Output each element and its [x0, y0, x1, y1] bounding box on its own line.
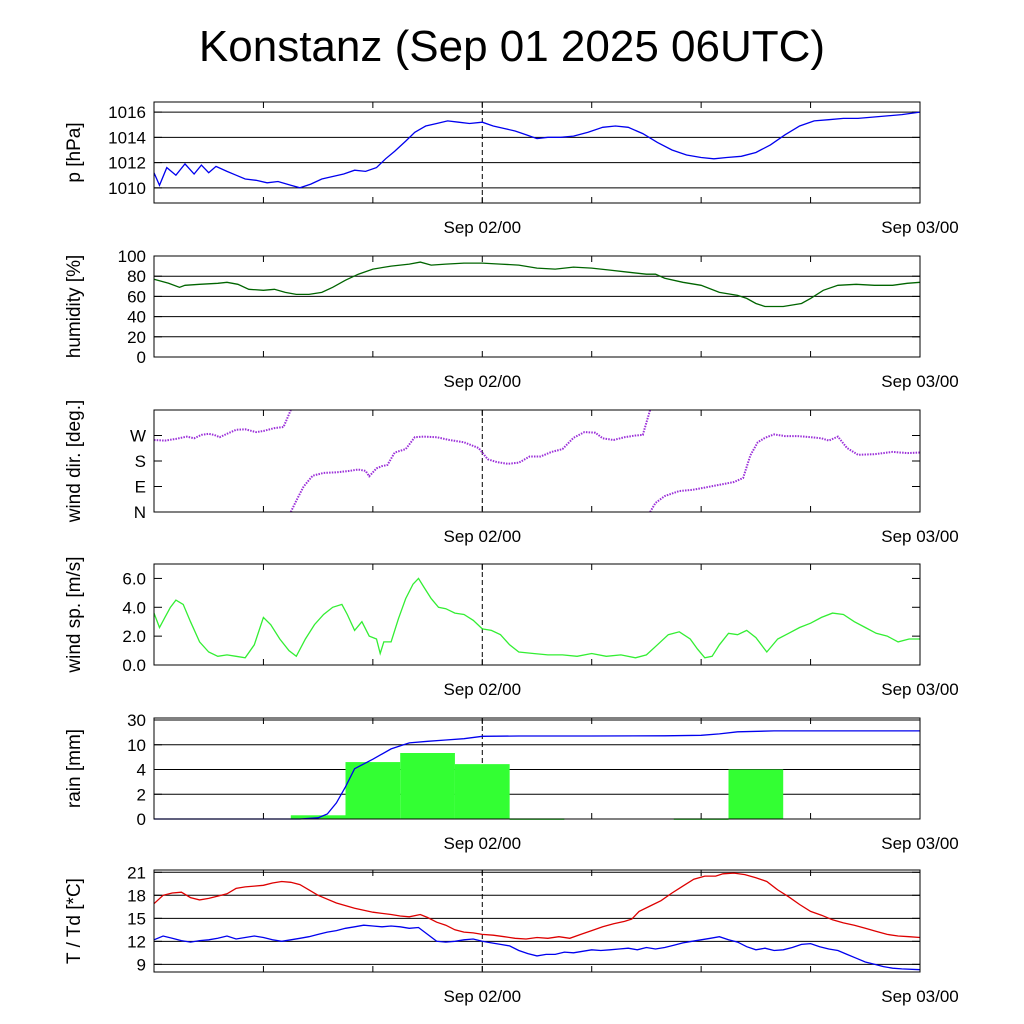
y-tick-label: 4.0	[122, 598, 146, 617]
y-tick-label: S	[135, 452, 146, 471]
y-tick-label: 20	[127, 328, 146, 347]
x-tick-label: Sep 03/00	[881, 834, 959, 853]
y-tick-label: 2	[137, 785, 146, 804]
y-tick-label: 0.0	[122, 656, 146, 675]
y-tick-label: 1014	[108, 128, 146, 147]
y-axis-label: wind sp. [m/s]	[64, 556, 85, 673]
y-tick-label: 15	[127, 909, 146, 928]
plot-frame	[153, 101, 921, 204]
rain-bar	[345, 762, 401, 819]
rain-bar	[400, 753, 455, 819]
y-axis-label: p [hPa]	[64, 122, 85, 182]
x-tick-label: Sep 02/00	[444, 527, 522, 546]
panel-rain: 0 2 4 10 30 rain [mm] Sep 02/00 Sep 03/00	[64, 711, 959, 853]
rain-bar	[454, 764, 510, 819]
series-line-rain-accumulated	[154, 730, 920, 820]
series-line-wind_direction	[649, 433, 921, 513]
y-tick-label: 100	[118, 247, 146, 266]
y-tick-label: 80	[127, 267, 146, 286]
plot-frame	[153, 869, 921, 973]
x-tick-label: Sep 03/00	[881, 218, 959, 237]
x-tick-label: Sep 03/00	[881, 680, 959, 699]
series-line-wind_speed	[153, 577, 920, 659]
x-tick-label: Sep 03/00	[881, 987, 959, 1006]
x-tick-label: Sep 02/00	[444, 834, 522, 853]
y-tick-label: 1016	[108, 103, 146, 122]
y-tick-label: 30	[127, 711, 146, 730]
x-tick-label: Sep 03/00	[881, 372, 959, 391]
y-tick-label: 1010	[108, 179, 146, 198]
y-tick-label: E	[135, 478, 146, 497]
series-line-wind_direction	[153, 409, 292, 442]
y-tick-label: W	[130, 427, 146, 446]
y-axis-label: T / Td [*C]	[64, 878, 85, 964]
y-tick-label: N	[134, 503, 146, 522]
y-tick-label: 2.0	[122, 627, 146, 646]
plot-frame	[153, 255, 921, 358]
panel-pressure: 1010 1012 1014 1016 p [hPa] Sep 02/00 Sep 03/0…	[64, 101, 959, 237]
y-tick-label: 21	[127, 863, 146, 882]
y-tick-label: 12	[127, 932, 146, 951]
x-tick-label: Sep 02/00	[444, 987, 522, 1006]
y-tick-label: 10	[127, 736, 146, 755]
y-axis-label: humidity [%]	[64, 255, 85, 358]
y-tick-label: 18	[127, 886, 146, 905]
y-tick-label: 6.0	[122, 569, 146, 588]
x-tick-label: Sep 02/00	[444, 680, 522, 699]
series-line-pressure	[153, 111, 921, 189]
y-axis-label: rain [mm]	[64, 729, 85, 808]
y-tick-label: 4	[137, 761, 146, 780]
y-tick-label: 0	[137, 348, 146, 367]
chart-title: Konstanz (Sep 01 2025 06UTC)	[198, 22, 826, 71]
series-line-temperature-td	[153, 924, 921, 971]
y-tick-label: 0	[137, 810, 146, 829]
series-line-temperature-t	[153, 872, 921, 940]
y-tick-label: 9	[137, 955, 146, 974]
y-axis-label: wind dir. [deg.]	[64, 400, 85, 524]
y-tick-label: 40	[127, 308, 146, 327]
plot-frame	[153, 717, 921, 820]
x-tick-label: Sep 02/00	[444, 218, 522, 237]
series-line-wind_direction	[289, 409, 652, 513]
series-line-humidity	[153, 261, 921, 308]
y-tick-label: 1012	[108, 154, 146, 173]
x-tick-label: Sep 03/00	[881, 527, 959, 546]
rain-bar	[728, 769, 784, 819]
plot-frame	[153, 409, 921, 513]
x-tick-label: Sep 02/00	[444, 372, 522, 391]
panel-wind_speed: 0.0 2.0 4.0 6.0 wind sp. [m/s] Sep 02/00 Sep 0…	[64, 556, 959, 699]
y-tick-label: 60	[127, 287, 146, 306]
panel-temperature: 9 12 15 18 21 T / Td [*C] Sep 02/00 Sep 03/00	[64, 863, 959, 1006]
plot-frame	[153, 563, 921, 666]
